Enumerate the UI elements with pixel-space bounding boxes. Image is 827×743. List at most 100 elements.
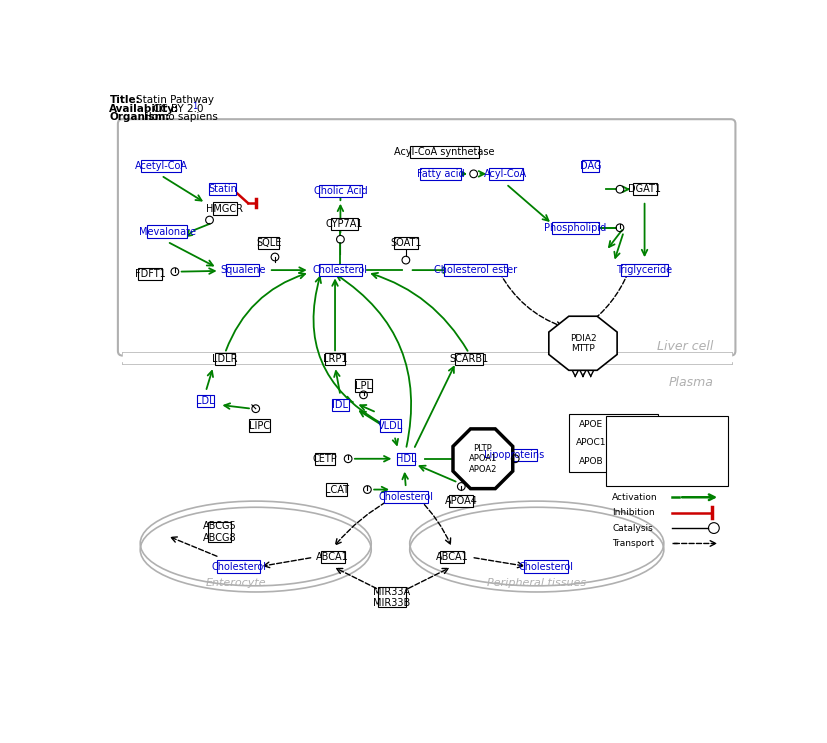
Text: Cholesterol: Cholesterol [313, 265, 367, 275]
Text: CC BY 2.0: CC BY 2.0 [153, 104, 203, 114]
Text: LDL: LDL [196, 396, 215, 406]
Bar [440, 551, 463, 563]
Text: ABCA1: ABCA1 [435, 552, 468, 562]
Text: LPL: LPL [355, 380, 371, 391]
Text: APOC1: APOC1 [575, 438, 605, 447]
Text: Liver cell: Liver cell [657, 340, 713, 352]
Text: APOE: APOE [578, 420, 602, 429]
Text: IDL: IDL [332, 400, 348, 410]
Bar [318, 264, 361, 276]
Text: Lipoproteins: Lipoproteins [483, 450, 543, 460]
Bar [394, 237, 418, 250]
Text: HMGCR: HMGCR [206, 204, 243, 213]
Bar [314, 452, 335, 465]
Text: Inhibition: Inhibition [611, 508, 654, 517]
Bar [397, 452, 414, 465]
Bar [318, 185, 361, 197]
Bar [141, 160, 181, 172]
Bar [443, 264, 506, 276]
Text: Catalysis: Catalysis [611, 524, 653, 533]
Text: Cholesterol: Cholesterol [378, 493, 433, 502]
Bar [147, 225, 187, 238]
Text: LCAT: LCAT [324, 484, 348, 495]
Bar [197, 395, 214, 407]
Polygon shape [452, 429, 512, 489]
Text: APOA5: APOA5 [619, 457, 649, 466]
Text: SQLE: SQLE [256, 239, 281, 248]
Bar [380, 420, 400, 432]
Bar [332, 399, 349, 411]
Text: FDFT1: FDFT1 [135, 269, 165, 279]
Text: SCARB1: SCARB1 [449, 354, 488, 363]
Bar [208, 522, 232, 542]
Text: PLTP
APOA1
APOA2: PLTP APOA1 APOA2 [468, 444, 496, 473]
Bar [384, 491, 427, 504]
Text: Squalene: Squalene [220, 265, 265, 275]
Text: APOA4: APOA4 [444, 496, 477, 506]
Text: Triglyceride: Triglyceride [616, 265, 672, 275]
Bar [258, 237, 279, 250]
Bar [449, 495, 473, 507]
Text: LRP1: LRP1 [323, 354, 347, 363]
Text: Organism:: Organism: [109, 112, 170, 123]
Bar [213, 202, 237, 215]
Text: ABCG5
ABCG8: ABCG5 ABCG8 [203, 521, 237, 542]
Text: Enterocyte: Enterocyte [206, 578, 266, 588]
Bar [490, 449, 536, 461]
Text: Fatty acid: Fatty acid [416, 169, 464, 179]
Text: Homo sapiens: Homo sapiens [144, 112, 218, 123]
Text: APOC3: APOC3 [619, 438, 649, 447]
Text: PDIA2
MTTP: PDIA2 MTTP [569, 334, 595, 353]
Text: MIR33A
MIR33B: MIR33A MIR33B [373, 586, 410, 609]
FancyBboxPatch shape [117, 119, 734, 356]
Text: Phospholipid: Phospholipid [543, 223, 605, 233]
Text: DAG: DAG [579, 161, 600, 171]
Text: Statin Pathway: Statin Pathway [136, 95, 214, 106]
Bar [409, 146, 478, 158]
Bar [324, 352, 345, 365]
Text: CYP7A1: CYP7A1 [325, 219, 362, 229]
Text: Activation: Activation [611, 493, 657, 502]
Bar [208, 183, 236, 195]
Text: VLDL: VLDL [377, 421, 403, 431]
Text: Cholesterol: Cholesterol [211, 562, 266, 571]
Text: Cholic Acid: Cholic Acid [313, 186, 367, 196]
Bar [217, 560, 261, 573]
Bar [138, 267, 162, 280]
Bar [632, 183, 656, 195]
Bar [320, 551, 344, 563]
Text: Title:: Title: [109, 95, 140, 106]
Bar [226, 264, 259, 276]
Text: LDLR: LDLR [212, 354, 237, 363]
Text: APOC2: APOC2 [619, 420, 649, 429]
Text: Peripheral tissues: Peripheral tissues [486, 578, 586, 588]
Text: APOB: APOB [578, 457, 603, 466]
Text: ABCA1: ABCA1 [316, 552, 349, 562]
Text: CETP: CETP [313, 454, 337, 464]
Bar [330, 218, 357, 230]
Text: Acyl-CoA: Acyl-CoA [484, 169, 527, 179]
Bar [214, 352, 235, 365]
Bar [523, 560, 567, 573]
Bar [489, 168, 522, 180]
Bar [355, 380, 372, 392]
Bar [326, 484, 347, 496]
Text: Statin: Statin [208, 184, 237, 194]
Text: Transport: Transport [611, 539, 653, 548]
Polygon shape [548, 317, 616, 370]
Bar [605, 416, 727, 486]
Bar [569, 415, 657, 473]
Text: Cholesterol: Cholesterol [518, 562, 573, 571]
Text: Acyl-CoA synthetase: Acyl-CoA synthetase [394, 147, 494, 158]
Text: HDL: HDL [395, 454, 416, 464]
Bar [552, 221, 598, 234]
Text: Cholesterol ester: Cholesterol ester [433, 265, 516, 275]
Text: Mevalonate: Mevalonate [138, 227, 195, 236]
Bar [620, 264, 667, 276]
Bar [378, 588, 405, 607]
Text: LIPC: LIPC [249, 421, 270, 431]
Text: Plasma: Plasma [668, 377, 713, 389]
Bar [249, 420, 270, 432]
Text: 1: 1 [193, 103, 198, 111]
Bar [420, 168, 460, 180]
